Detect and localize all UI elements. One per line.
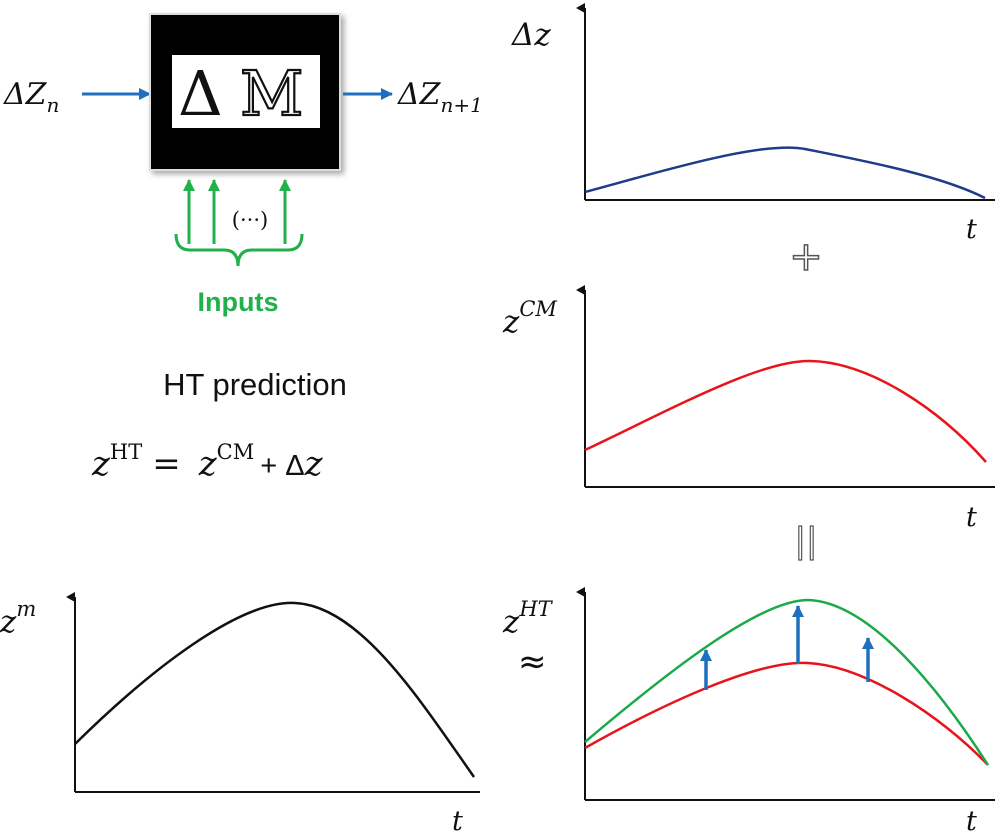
x-axis-label: t — [966, 214, 977, 245]
plot-z-ht: zHT t — [502, 587, 995, 831]
equals-operator: || — [795, 521, 818, 561]
ellipsis-label: (···) — [232, 208, 268, 232]
formula-expression: zHT = zCM + Δz — [91, 440, 324, 484]
input-arrows — [174, 179, 304, 267]
model-box-label-bg — [172, 55, 320, 128]
formula-title: HT prediction — [163, 367, 347, 402]
y-axis-label: zCM — [502, 297, 557, 340]
m-symbol: M — [240, 57, 303, 130]
plot-z-m: zm t — [0, 592, 480, 831]
x-axis-label: t — [966, 502, 977, 533]
model-block-group: ΔZn Δ M ΔZn+1 (···) Inputs — [3, 13, 483, 317]
plus-operator: + — [789, 234, 823, 280]
y-axis-label: Δz — [511, 17, 551, 53]
x-axis-label: t — [966, 806, 977, 831]
plot-delta-z: Δz t — [511, 3, 995, 245]
y-axis-label: zm — [0, 597, 36, 640]
x-axis-label: t — [452, 806, 463, 831]
y-axis-label: zHT — [502, 597, 554, 640]
input-label: ΔZn — [3, 77, 59, 117]
z-ht-curve — [584, 598, 990, 766]
z-m-curve — [74, 601, 476, 778]
delta-z-curve — [584, 146, 986, 200]
inputs-label: Inputs — [198, 287, 279, 317]
plot-z-cm: zCM t — [502, 285, 995, 533]
delta-symbol: Δ — [178, 57, 223, 130]
formula-group: HT prediction zHT = zCM + Δz — [91, 367, 347, 484]
approx-operator: ≈ — [518, 642, 547, 682]
correction-arrows — [700, 605, 874, 690]
z-cm-curve — [584, 661, 989, 766]
z-cm-curve — [584, 359, 987, 463]
output-label: ΔZn+1 — [397, 77, 483, 117]
